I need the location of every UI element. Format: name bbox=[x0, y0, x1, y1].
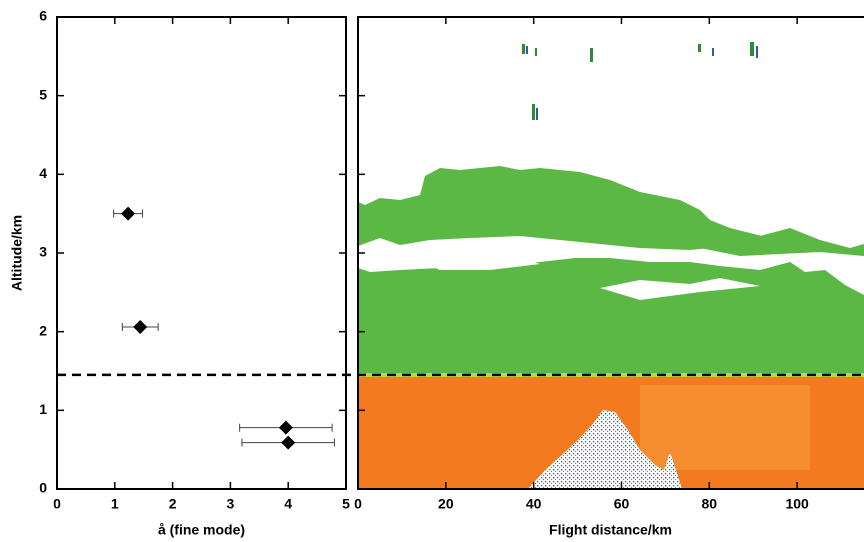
x-tick-label: 0 bbox=[354, 496, 362, 512]
x-tick-label: 1 bbox=[111, 496, 119, 512]
plot-frame bbox=[56, 16, 347, 490]
x-axis-label: Flight distance/km bbox=[549, 522, 672, 538]
y-axis-label: Altitude/km bbox=[9, 215, 25, 291]
x-tick-label: 20 bbox=[438, 496, 454, 512]
x-tick-label: 80 bbox=[702, 496, 718, 512]
y-tick-label: 2 bbox=[39, 322, 47, 338]
y-tick-label: 3 bbox=[39, 244, 47, 260]
marker bbox=[121, 206, 136, 221]
y-tick-label: 0 bbox=[39, 480, 47, 496]
marker bbox=[278, 420, 293, 435]
curtain-image bbox=[358, 42, 864, 489]
y-tick-label: 6 bbox=[39, 8, 47, 24]
y-tick-label: 1 bbox=[39, 401, 47, 417]
x-tick-label: 100 bbox=[785, 496, 809, 512]
plot-frame bbox=[357, 16, 864, 490]
x-tick-label: 0 bbox=[53, 496, 61, 512]
x-tick-label: 2 bbox=[169, 496, 177, 512]
marker bbox=[133, 319, 148, 334]
x-tick-label: 3 bbox=[227, 496, 235, 512]
y-tick-label: 4 bbox=[39, 165, 47, 181]
x-tick-label: 60 bbox=[614, 496, 630, 512]
x-tick-label: 40 bbox=[526, 496, 542, 512]
y-tick-label: 5 bbox=[39, 86, 47, 102]
marker bbox=[281, 435, 296, 450]
x-tick-label: 4 bbox=[284, 496, 292, 512]
x-tick-label: 5 bbox=[342, 496, 350, 512]
x-axis-label: å (fine mode) bbox=[158, 522, 245, 538]
